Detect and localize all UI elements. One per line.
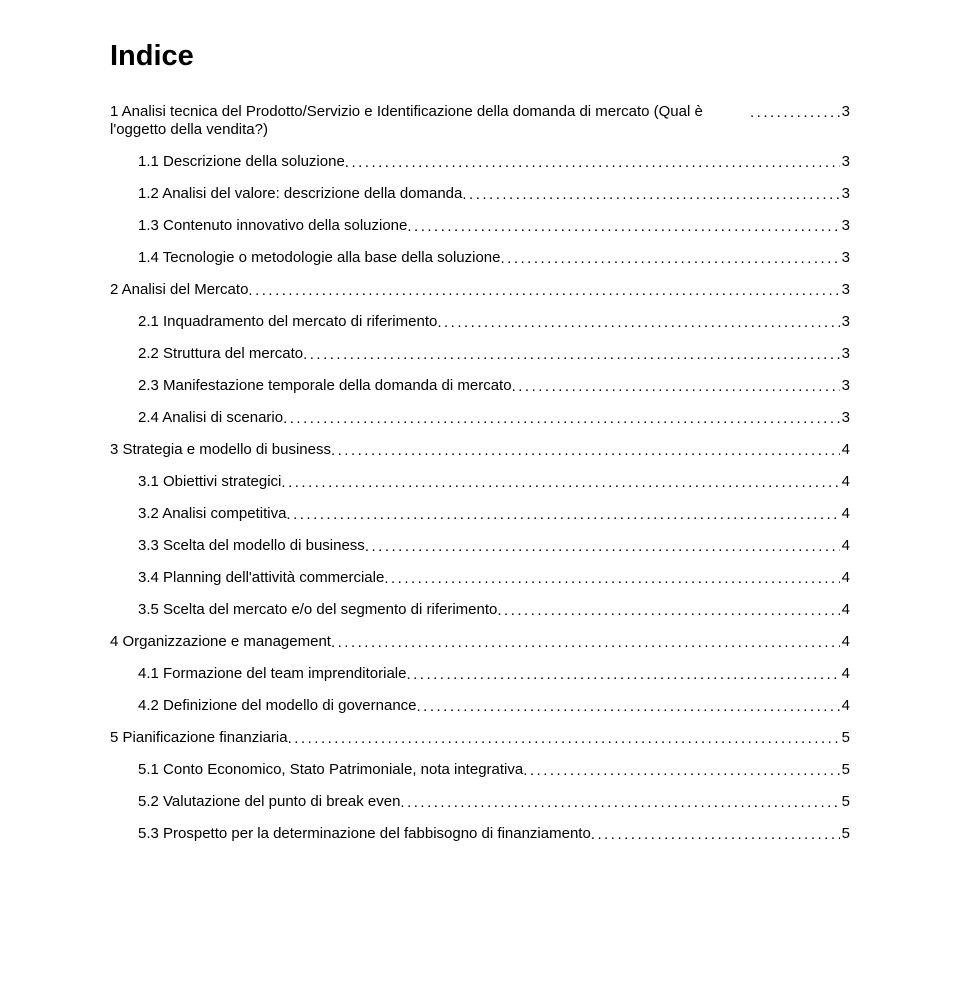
toc-entry-label: 3.2 Analisi competitiva [138,505,286,523]
toc-leader-dots [286,506,839,524]
toc-leader-dots [331,442,840,460]
toc-entry-label: 2.4 Analisi di scenario [138,409,283,427]
toc-entry: 5.1 Conto Economico, Stato Patrimoniale,… [110,761,850,779]
toc-page: Indice 1 Analisi tecnica del Prodotto/Se… [0,0,960,897]
toc-entry-page: 4 [840,633,850,651]
toc-leader-dots [283,410,840,428]
toc-leader-dots [462,186,839,204]
toc-entry-page: 5 [840,793,850,811]
toc-entry-page: 3 [840,345,850,363]
toc-leader-dots [497,602,839,620]
toc-entry-label: 5.3 Prospetto per la determinazione del … [138,825,591,843]
toc-entry-label: 5.1 Conto Economico, Stato Patrimoniale,… [138,761,523,779]
toc-entry: 2 Analisi del Mercato 3 [110,281,850,299]
toc-entry-page: 3 [840,313,850,331]
toc-entry: 3.5 Scelta del mercato e/o del segmento … [110,601,850,619]
toc-entry-page: 4 [840,601,850,619]
toc-entry: 1.4 Tecnologie o metodologie alla base d… [110,249,850,267]
toc-entry-label: 3.3 Scelta del modello di business [138,537,365,555]
toc-leader-dots [406,666,839,684]
toc-entry: 1 Analisi tecnica del Prodotto/Servizio … [110,103,850,139]
toc-entry: 5 Pianificazione finanziaria 5 [110,729,850,747]
toc-entry-page: 3 [840,281,850,299]
toc-entry-page: 3 [840,185,850,203]
toc-entry-page: 3 [840,103,850,121]
toc-entry-page: 3 [840,249,850,267]
toc-entry-page: 4 [840,665,850,683]
toc-leader-dots [303,346,840,364]
toc-leader-dots [384,570,839,588]
toc-leader-dots [437,314,839,332]
toc-entry-label: 3.5 Scelta del mercato e/o del segmento … [138,601,497,619]
toc-entry: 2.3 Manifestazione temporale della doman… [110,377,850,395]
toc-entry-page: 5 [840,825,850,843]
toc-entry-label: 3 Strategia e modello di business [110,441,331,459]
toc-entry-label: 2.3 Manifestazione temporale della doman… [138,377,512,395]
toc-entry: 4.2 Definizione del modello di governanc… [110,697,850,715]
toc-entry: 3.1 Obiettivi strategici 4 [110,473,850,491]
toc-entry-label: 4 Organizzazione e management [110,633,331,651]
toc-entry-label: 5 Pianificazione finanziaria [110,729,288,747]
toc-entry: 5.2 Valutazione del punto di break even 5 [110,793,850,811]
toc-leader-dots [591,826,840,844]
toc-entry: 4.1 Formazione del team imprenditoriale 4 [110,665,850,683]
toc-list: 1 Analisi tecnica del Prodotto/Servizio … [110,103,850,843]
toc-entry-label: 2.1 Inquadramento del mercato di riferim… [138,313,437,331]
toc-entry-label: 4.2 Definizione del modello di governanc… [138,697,417,715]
toc-leader-dots [523,762,839,780]
toc-entry-label: 5.2 Valutazione del punto di break even [138,793,400,811]
toc-entry-page: 4 [840,473,850,491]
toc-entry: 3 Strategia e modello di business 4 [110,441,850,459]
toc-entry: 2.4 Analisi di scenario 3 [110,409,850,427]
toc-entry-label: 1.3 Contenuto innovativo della soluzione [138,217,407,235]
toc-entry-label: 1.1 Descrizione della soluzione [138,153,345,171]
toc-entry: 4 Organizzazione e management 4 [110,633,850,651]
toc-entry-page: 3 [840,377,850,395]
toc-leader-dots [345,154,840,172]
toc-leader-dots [281,474,839,492]
toc-leader-dots [417,698,840,716]
toc-leader-dots [288,730,840,748]
toc-leader-dots [400,794,839,812]
toc-entry-label: 2.2 Struttura del mercato [138,345,303,363]
toc-leader-dots [331,634,840,652]
toc-entry-page: 3 [840,409,850,427]
toc-leader-dots [750,104,840,122]
toc-entry-page: 4 [840,505,850,523]
toc-entry-label: 4.1 Formazione del team imprenditoriale [138,665,406,683]
toc-entry-label: 1.4 Tecnologie o metodologie alla base d… [138,249,500,267]
toc-leader-dots [248,282,839,300]
toc-entry-label: 2 Analisi del Mercato [110,281,248,299]
toc-entry-label: 3.1 Obiettivi strategici [138,473,281,491]
toc-entry-page: 4 [840,569,850,587]
toc-entry-page: 3 [840,153,850,171]
toc-leader-dots [500,250,839,268]
toc-entry: 3.2 Analisi competitiva 4 [110,505,850,523]
toc-leader-dots [407,218,839,236]
toc-entry-page: 4 [840,441,850,459]
toc-entry-page: 4 [840,697,850,715]
toc-entry-page: 3 [840,217,850,235]
toc-entry: 3.3 Scelta del modello di business 4 [110,537,850,555]
toc-entry: 1.2 Analisi del valore: descrizione dell… [110,185,850,203]
toc-entry-page: 5 [840,729,850,747]
toc-entry: 1.3 Contenuto innovativo della soluzione… [110,217,850,235]
toc-entry-page: 5 [840,761,850,779]
toc-entry-page: 4 [840,537,850,555]
toc-leader-dots [365,538,840,556]
toc-leader-dots [512,378,840,396]
toc-entry: 2.1 Inquadramento del mercato di riferim… [110,313,850,331]
toc-entry: 5.3 Prospetto per la determinazione del … [110,825,850,843]
toc-entry-label: 1.2 Analisi del valore: descrizione dell… [138,185,462,203]
toc-entry: 3.4 Planning dell'attività commerciale 4 [110,569,850,587]
toc-entry-label: 3.4 Planning dell'attività commerciale [138,569,384,587]
toc-entry-label: 1 Analisi tecnica del Prodotto/Servizio … [110,103,750,139]
toc-entry: 2.2 Struttura del mercato 3 [110,345,850,363]
toc-title: Indice [110,40,850,73]
toc-entry: 1.1 Descrizione della soluzione 3 [110,153,850,171]
